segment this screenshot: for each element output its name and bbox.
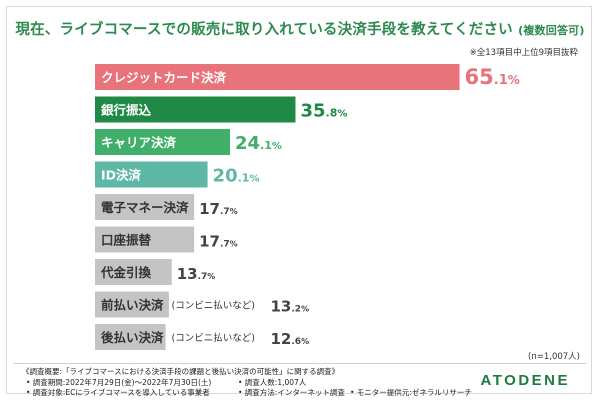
bar-7: [95, 259, 172, 285]
category-label-5: 電子マネー決済: [101, 200, 189, 215]
bar-3: [95, 129, 230, 155]
value-label-5: 17.7%: [199, 200, 238, 218]
title-main: 現在、ライブコマースでの販売に取り入れている決済手段を教えてください: [15, 22, 513, 38]
value-label-6: 17.7%: [199, 233, 238, 251]
category-label-2: 銀行振込: [100, 103, 152, 118]
value-label-4: 20.1%: [213, 166, 260, 187]
footer-divider: [14, 363, 586, 364]
chart-title: 現在、ライブコマースでの販売に取り入れている決済手段を教えてください (複数回答…: [0, 18, 600, 39]
bar-1: [95, 64, 460, 90]
category-label-6: 口座振替: [101, 233, 152, 248]
value-label-3: 24.1%: [235, 133, 282, 154]
value-label-8: 13.2%: [271, 298, 310, 316]
category-label-8: 前払い決済: [101, 298, 164, 313]
survey-method: • 調査方法:インターネット調査: [238, 388, 345, 397]
category-label-7: 代金引換: [100, 265, 152, 280]
items-note: ※全13項目中上位9項目抜粋: [469, 48, 578, 58]
bar-9: [95, 324, 166, 350]
bar-chart: クレジットカード決済 65.1% 銀行振込 35.8% キャリア決済 24.1% ID決済 2…: [95, 64, 520, 350]
category-label-3: キャリア決済: [101, 135, 177, 150]
bar-8: [95, 291, 169, 318]
survey-provider: • モニター提供元:ゼネラルリサーチ: [350, 388, 472, 397]
value-label-2: 35.8%: [300, 101, 347, 122]
survey-respondents: • 調査人数:1,007人: [238, 378, 307, 387]
value-label-9: 12.6%: [271, 330, 310, 348]
survey-period: • 調査期間:2022年7月29日(金)〜2022年7月30日(土): [26, 378, 212, 387]
value-label-7: 13.7%: [177, 265, 216, 283]
category-note-8: (コンビニ払いなど): [172, 300, 255, 312]
bar-2: [95, 96, 296, 123]
bar-6: [95, 226, 195, 253]
survey-target: • 調査対象:ECにライブコマースを導入している事業者: [26, 388, 210, 397]
bar-4: [95, 161, 208, 188]
bar-5: [95, 194, 195, 220]
category-label-4: ID決済: [101, 168, 142, 183]
value-label-1: 65.1%: [465, 65, 520, 89]
category-label-9: 後払い決済: [101, 330, 164, 345]
sample-size: (n=1,007人): [528, 352, 580, 362]
category-label-1: クレジットカード決済: [101, 70, 227, 85]
category-note-9: (コンビニ払いなど): [172, 332, 255, 344]
survey-overview: 《調査概要:「ライブコマースにおける決済手段の課題と後払い決済の可能性」に関する…: [22, 367, 340, 376]
atodene-logo: ATODENE: [480, 372, 570, 389]
title-suffix: (複数回答可): [518, 24, 585, 37]
